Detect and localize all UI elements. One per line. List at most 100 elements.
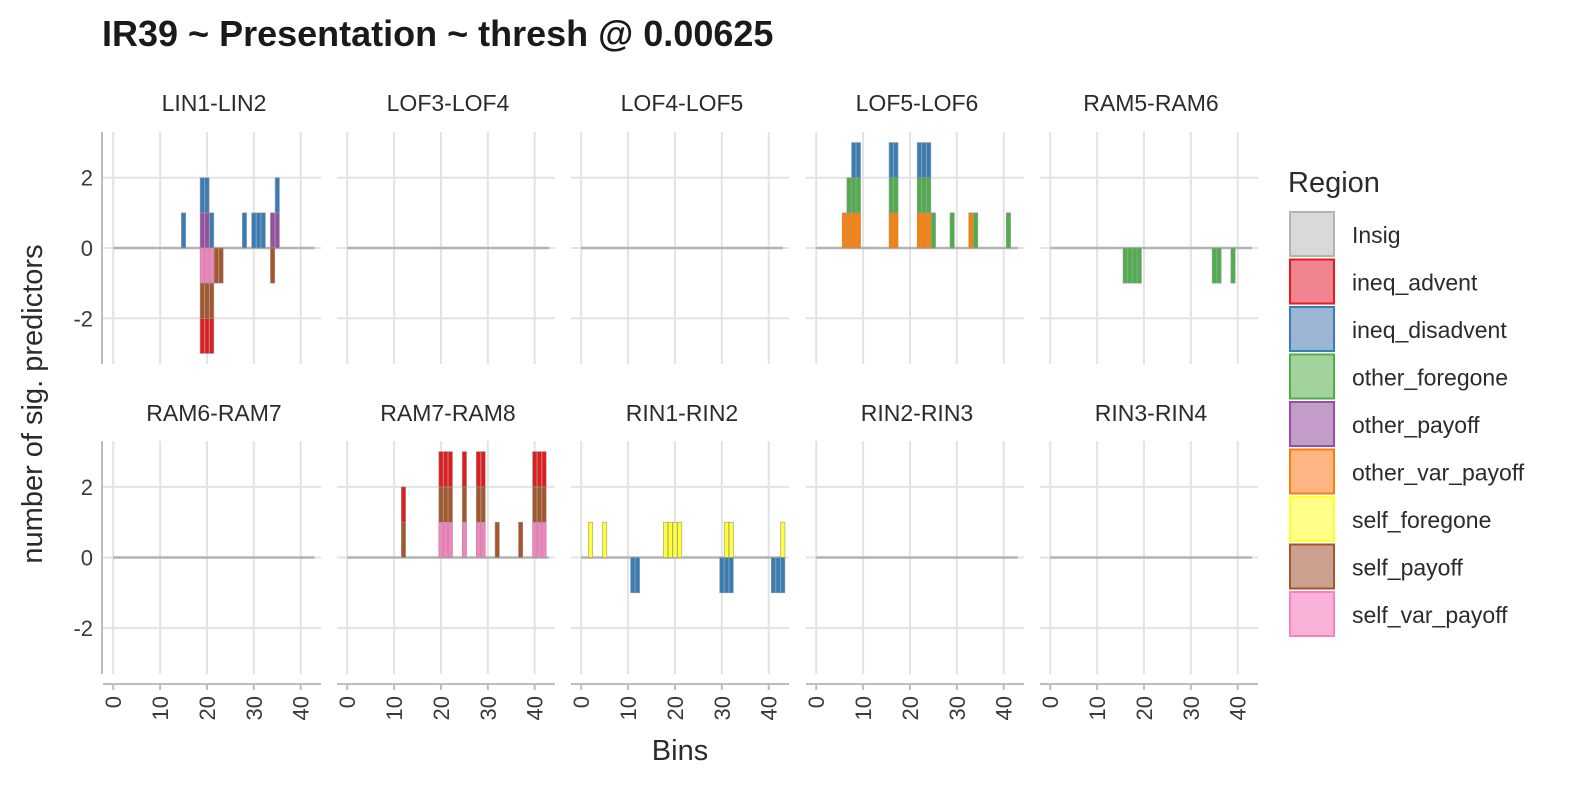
bar-segment bbox=[401, 521, 406, 558]
facet-panels: LIN1-LIN2 -2 0 2 LOF3-LOF4 LOF4-LOF5 LOF5-LOF6… bbox=[73, 90, 1258, 720]
bar-segment bbox=[893, 212, 899, 249]
bar-segment bbox=[949, 212, 955, 249]
facet-panel: LOF4-LOF5 bbox=[571, 90, 789, 364]
legend-item: ineq_disadvent bbox=[1289, 306, 1507, 352]
facet-strip-label: RAM7-RAM8 bbox=[380, 400, 515, 426]
bar-segment bbox=[635, 557, 640, 594]
bar-segment bbox=[916, 177, 922, 214]
facet-strip-label: RIN3-RIN4 bbox=[1095, 400, 1208, 426]
bar-segment bbox=[447, 521, 453, 558]
bar-segment bbox=[926, 212, 932, 249]
bar-segment bbox=[518, 521, 524, 558]
bar-segment bbox=[480, 451, 486, 488]
legend-item: self_payoff bbox=[1289, 543, 1463, 590]
facet-panel: LOF5-LOF6 bbox=[806, 90, 1024, 364]
bar-segment bbox=[926, 142, 932, 178]
x-tick-label: 30 bbox=[710, 696, 735, 720]
bar-segment bbox=[888, 177, 894, 214]
legend-label: self_foregone bbox=[1352, 507, 1491, 533]
bar-segment bbox=[921, 177, 927, 214]
bar-segment bbox=[1136, 247, 1142, 284]
facet-panel: RAM7-RAM8 0 10 20 30 40 bbox=[335, 400, 555, 720]
y-tick-label: 2 bbox=[81, 475, 93, 500]
x-tick-label: 10 bbox=[616, 696, 641, 720]
bar-segment bbox=[846, 212, 852, 249]
bar-segment bbox=[677, 521, 683, 558]
bar-segment bbox=[921, 142, 927, 178]
bar-segment bbox=[536, 486, 542, 523]
bar-segment bbox=[199, 177, 205, 214]
legend-label: ineq_advent bbox=[1352, 270, 1478, 296]
bar-segment bbox=[476, 521, 481, 558]
bar-segment bbox=[532, 521, 538, 558]
legend-label: ineq_disadvent bbox=[1352, 317, 1507, 343]
y-tick-label: 2 bbox=[81, 166, 93, 191]
bar-segment bbox=[921, 212, 927, 249]
legend-label: self_var_payoff bbox=[1352, 602, 1508, 628]
facet-panel: RIN3-RIN4 0 10 20 30 40 bbox=[1038, 400, 1258, 720]
bar-segment bbox=[541, 451, 547, 488]
bar-segment bbox=[728, 557, 734, 594]
x-axis-title: Bins bbox=[652, 735, 708, 767]
facet-strip-label: LOF5-LOF6 bbox=[856, 90, 979, 116]
x-tick-label: 10 bbox=[1085, 696, 1110, 720]
bar-segment bbox=[930, 212, 936, 249]
x-tick-label: 40 bbox=[523, 696, 548, 720]
bar-segment bbox=[209, 212, 215, 249]
bar-segment bbox=[916, 212, 922, 249]
bar-segment bbox=[667, 521, 673, 558]
bar-segment bbox=[204, 247, 210, 284]
bar-segment bbox=[461, 451, 467, 488]
bar-segment bbox=[213, 247, 219, 284]
legend-label: self_payoff bbox=[1352, 555, 1463, 581]
facet-panel: RIN1-RIN2 0 10 20 30 40 bbox=[569, 400, 789, 720]
facet-strip-label: LOF4-LOF5 bbox=[621, 90, 744, 116]
bar-segment bbox=[841, 212, 847, 249]
bar-segment bbox=[209, 282, 215, 319]
legend-label: other_payoff bbox=[1352, 412, 1480, 438]
bar-segment bbox=[672, 521, 678, 558]
bar-segment bbox=[447, 451, 453, 488]
x-tick-label: 40 bbox=[757, 696, 782, 720]
x-tick-label: 40 bbox=[992, 696, 1017, 720]
bar-segment bbox=[218, 247, 224, 284]
x-tick-label: 10 bbox=[382, 696, 407, 720]
facet-strip-label: RIN1-RIN2 bbox=[626, 400, 738, 426]
legend: Region Insig ineq_advent ineq_disadventoth… bbox=[1288, 167, 1525, 637]
legend-swatch bbox=[1289, 211, 1335, 257]
bar-segment bbox=[401, 486, 406, 523]
bar-segment bbox=[199, 282, 205, 319]
bar-segment bbox=[775, 557, 781, 594]
bar-segment bbox=[855, 177, 861, 214]
bar-segment bbox=[461, 521, 467, 558]
bar-segment bbox=[541, 521, 547, 558]
bar-segment bbox=[256, 212, 261, 249]
facet-strip-label: RIN2-RIN3 bbox=[861, 400, 973, 426]
bar-segment bbox=[1005, 212, 1011, 249]
bar-segment bbox=[438, 521, 444, 558]
bar-segment bbox=[209, 247, 215, 284]
legend-label: other_var_payoff bbox=[1352, 460, 1525, 486]
y-tick-label: -2 bbox=[73, 306, 93, 331]
facet-strip-label: RAM5-RAM6 bbox=[1083, 90, 1218, 116]
bar-segment bbox=[476, 486, 481, 523]
bar-segment bbox=[209, 318, 215, 354]
bar-segment bbox=[181, 212, 186, 249]
legend-item: self_var_payoff bbox=[1289, 591, 1508, 637]
x-tick-label: 0 bbox=[804, 696, 829, 708]
x-tick-label: 0 bbox=[335, 696, 360, 708]
legend-swatch bbox=[1289, 353, 1335, 400]
x-tick-label: 0 bbox=[1038, 696, 1063, 708]
bar-segment bbox=[443, 451, 449, 488]
bar-segment bbox=[447, 486, 453, 523]
x-tick-label: 30 bbox=[945, 696, 970, 720]
x-tick-label: 20 bbox=[663, 696, 688, 720]
bar-segment bbox=[1127, 247, 1133, 284]
bar-segment bbox=[461, 486, 467, 523]
bar-segment bbox=[1211, 247, 1217, 284]
bar-segment bbox=[973, 212, 979, 249]
legend-swatch bbox=[1289, 448, 1335, 495]
bar-segment bbox=[851, 212, 857, 249]
bar-segment bbox=[270, 247, 276, 284]
